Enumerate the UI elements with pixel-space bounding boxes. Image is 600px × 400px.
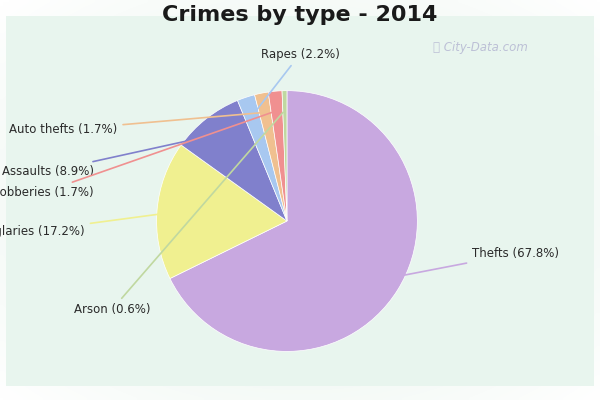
Wedge shape bbox=[268, 91, 287, 221]
Text: Rapes (2.2%): Rapes (2.2%) bbox=[254, 48, 340, 114]
Text: Burglaries (17.2%): Burglaries (17.2%) bbox=[0, 212, 174, 238]
Text: Thefts (67.8%): Thefts (67.8%) bbox=[384, 247, 559, 279]
Text: Assaults (8.9%): Assaults (8.9%) bbox=[2, 135, 215, 178]
Text: ⓘ City-Data.com: ⓘ City-Data.com bbox=[433, 42, 527, 54]
Wedge shape bbox=[181, 100, 287, 221]
Wedge shape bbox=[170, 91, 418, 352]
Text: Auto thefts (1.7%): Auto thefts (1.7%) bbox=[9, 113, 262, 136]
Wedge shape bbox=[157, 145, 287, 278]
Title: Crimes by type - 2014: Crimes by type - 2014 bbox=[163, 5, 437, 25]
Text: Arson (0.6%): Arson (0.6%) bbox=[74, 112, 283, 316]
Wedge shape bbox=[238, 95, 287, 221]
Text: Robberies (1.7%): Robberies (1.7%) bbox=[0, 112, 274, 199]
Wedge shape bbox=[254, 92, 287, 221]
Wedge shape bbox=[282, 91, 287, 221]
